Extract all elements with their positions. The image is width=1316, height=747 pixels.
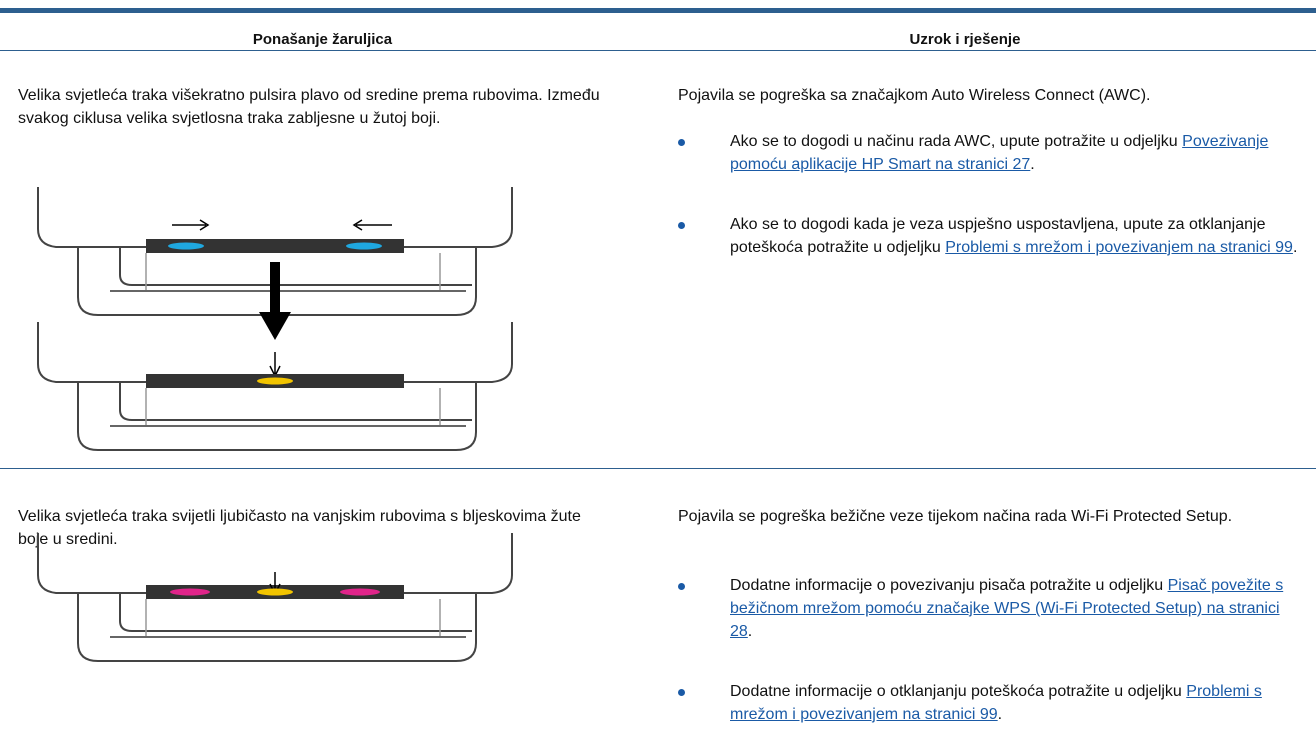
light (340, 588, 380, 596)
light (168, 242, 204, 250)
printer-illustration (37, 532, 513, 662)
bullet-dot (678, 583, 685, 590)
bullet: Dodatne informacije o otklanjanju potešk… (678, 680, 1300, 726)
bullet-end: . (747, 623, 753, 640)
link[interactable]: Problemi s mrežom i povezivanjem na stra… (945, 239, 1293, 256)
bullet-dot (678, 689, 685, 696)
light (346, 242, 382, 250)
light (257, 377, 293, 385)
bullet-text: Dodatne informacije o povezivanju pisača… (730, 577, 1168, 594)
bullet-end: . (1292, 239, 1298, 256)
bullet-end: . (997, 706, 1003, 723)
behavior-text: Velika svjetleća traka svijetli ljubičas… (18, 508, 581, 548)
printer-illustration (37, 186, 513, 451)
behavior-text: Velika svjetleća traka višekratno pulsir… (18, 87, 600, 127)
light (257, 588, 293, 596)
bullet-dot (678, 139, 685, 146)
bullet-end: . (1030, 156, 1035, 173)
bullet: Ako se to dogodi kada je veza uspješno u… (678, 213, 1300, 259)
bullet: Ako se to dogodi u načinu rada AWC, uput… (678, 130, 1300, 176)
bullet-text: Dodatne informacije o otklanjanju potešk… (730, 683, 1187, 700)
top-rule (0, 8, 1316, 13)
cause-text: Pojavila se pogreška bežične veze tijeko… (678, 508, 1233, 525)
row-rule (0, 50, 1316, 51)
link[interactable]: Pisač povežite s bežičnom mrežom pomoću … (730, 577, 1284, 640)
header-cell: Uzrok i rješenje (909, 31, 1021, 48)
bullet-text: Ako se to dogodi kada je veza uspješno u… (730, 216, 1266, 256)
bullet: Dodatne informacije o povezivanju pisača… (678, 574, 1300, 643)
illustrations (37, 186, 513, 662)
bullet-text: Ako se to dogodi u načinu rada AWC, uput… (730, 133, 1183, 150)
row-rule (0, 468, 1316, 469)
bullet-dot (678, 222, 685, 229)
light (170, 588, 210, 596)
cause-text: Pojavila se pogreška sa značajkom Auto W… (678, 87, 1151, 104)
header-cell: Ponašanje žaruljica (252, 31, 393, 48)
link[interactable]: Problemi s mrežom i povezivanjem na stra… (730, 683, 1262, 723)
link[interactable]: Povezivanje pomoću aplikacije HP Smart n… (730, 133, 1269, 173)
